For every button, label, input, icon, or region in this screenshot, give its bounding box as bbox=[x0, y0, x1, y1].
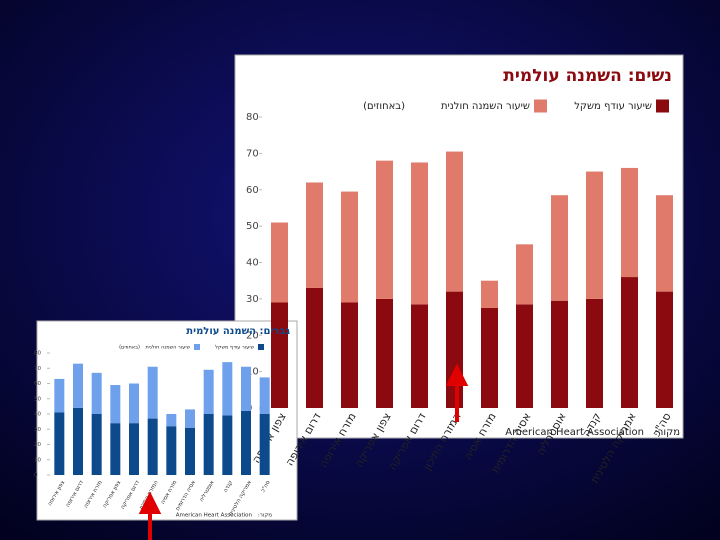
bar-segment bbox=[481, 280, 498, 308]
bar-segment bbox=[376, 298, 393, 408]
bar-segment bbox=[481, 307, 498, 408]
y-tick-label: 50 bbox=[34, 396, 41, 402]
y-tick-label: 70 bbox=[246, 148, 259, 159]
bar-segment bbox=[222, 362, 233, 416]
y-tick-label: 40 bbox=[34, 412, 41, 418]
y-tick-label: 40 bbox=[246, 258, 259, 269]
bar-segment bbox=[129, 383, 139, 424]
source-label: מקור: bbox=[258, 513, 272, 519]
bar-segment bbox=[621, 167, 638, 278]
bar-segment bbox=[446, 151, 463, 292]
y-tick-label: 20 bbox=[246, 330, 259, 341]
source: American Heart Association bbox=[505, 427, 644, 438]
bar-segment bbox=[241, 410, 251, 475]
bar-segment bbox=[54, 412, 65, 475]
bar-segment bbox=[341, 191, 358, 303]
bar-segment bbox=[91, 372, 102, 414]
bar-segment bbox=[185, 409, 195, 428]
y-tick-label: 10 bbox=[34, 457, 41, 463]
bar-segment bbox=[306, 287, 323, 408]
bar-segment bbox=[411, 162, 428, 305]
bar-segment bbox=[241, 366, 251, 411]
legend-label: שיעור עודף משקל bbox=[215, 345, 254, 351]
bar-segment bbox=[551, 300, 568, 408]
source-label: מקור: bbox=[654, 427, 680, 438]
bar-segment bbox=[203, 414, 214, 475]
y-tick-label: 10 bbox=[246, 367, 259, 378]
bar-segment bbox=[411, 304, 428, 408]
legend-swatch bbox=[194, 344, 200, 350]
bar-segment bbox=[446, 291, 463, 408]
arrow bbox=[138, 491, 162, 540]
y-tick-label: 80 bbox=[246, 112, 259, 123]
x-tick-label: סה"כ bbox=[260, 479, 272, 493]
x-tick-label: קנדה bbox=[223, 480, 235, 494]
y-tick-label: 70 bbox=[34, 366, 41, 372]
bar-segment bbox=[185, 427, 195, 475]
legend-label: שיעור השמנה חולנית bbox=[145, 345, 190, 351]
legend-label: שיעור השמנה חולנית bbox=[441, 101, 530, 112]
unit-note: (באחוזים) bbox=[119, 345, 140, 351]
bar-segment bbox=[147, 418, 158, 475]
bar-segment bbox=[110, 423, 121, 475]
y-tick-label: 50 bbox=[246, 221, 259, 232]
bar-segment bbox=[147, 366, 158, 419]
y-tick-label: 20 bbox=[34, 442, 41, 448]
y-tick-label: 0 bbox=[34, 473, 38, 479]
bar-segment bbox=[259, 414, 270, 475]
y-tick-label: 30 bbox=[246, 294, 259, 305]
bar-segment bbox=[203, 369, 214, 414]
bar-segment bbox=[341, 302, 358, 408]
bar-segment bbox=[586, 298, 603, 408]
bar-segment bbox=[91, 414, 102, 475]
bar-segment bbox=[222, 415, 233, 475]
bar-segment bbox=[516, 244, 533, 305]
bar-segment bbox=[73, 363, 83, 408]
legend-swatch bbox=[258, 344, 264, 350]
bar-segment bbox=[306, 182, 323, 288]
legend-swatch bbox=[656, 99, 669, 113]
bar-segment bbox=[271, 302, 288, 408]
chart-title: נשים: השמנה עולמית bbox=[503, 66, 672, 86]
bar-segment bbox=[73, 407, 83, 475]
bar-segment bbox=[656, 291, 673, 408]
y-tick-label: 80 bbox=[34, 351, 41, 357]
source: American Heart Association bbox=[176, 513, 253, 519]
y-tick-label: 60 bbox=[246, 185, 259, 196]
bar-segment bbox=[166, 426, 177, 475]
bar-segment bbox=[110, 385, 121, 424]
bar-segment bbox=[166, 414, 177, 427]
bar-segment bbox=[54, 378, 65, 413]
unit-note: (באחוזים) bbox=[363, 101, 405, 112]
y-tick-label: 60 bbox=[34, 381, 41, 387]
bar-segment bbox=[586, 171, 603, 299]
chart-title: גברים: השמנה עולמית bbox=[186, 326, 290, 337]
bar-segment bbox=[656, 195, 673, 292]
arrow bbox=[445, 363, 469, 422]
bar-segment bbox=[129, 423, 139, 475]
bar-segment bbox=[621, 277, 638, 408]
y-tick-label: 30 bbox=[34, 427, 41, 433]
bar-segment bbox=[551, 195, 568, 301]
bar-segment bbox=[516, 304, 533, 408]
bar-segment bbox=[271, 222, 288, 303]
legend-label: שיעור עודף משקל bbox=[574, 101, 652, 112]
bar-segment bbox=[376, 160, 393, 299]
legend-swatch bbox=[534, 99, 547, 113]
bar-segment bbox=[259, 377, 270, 414]
